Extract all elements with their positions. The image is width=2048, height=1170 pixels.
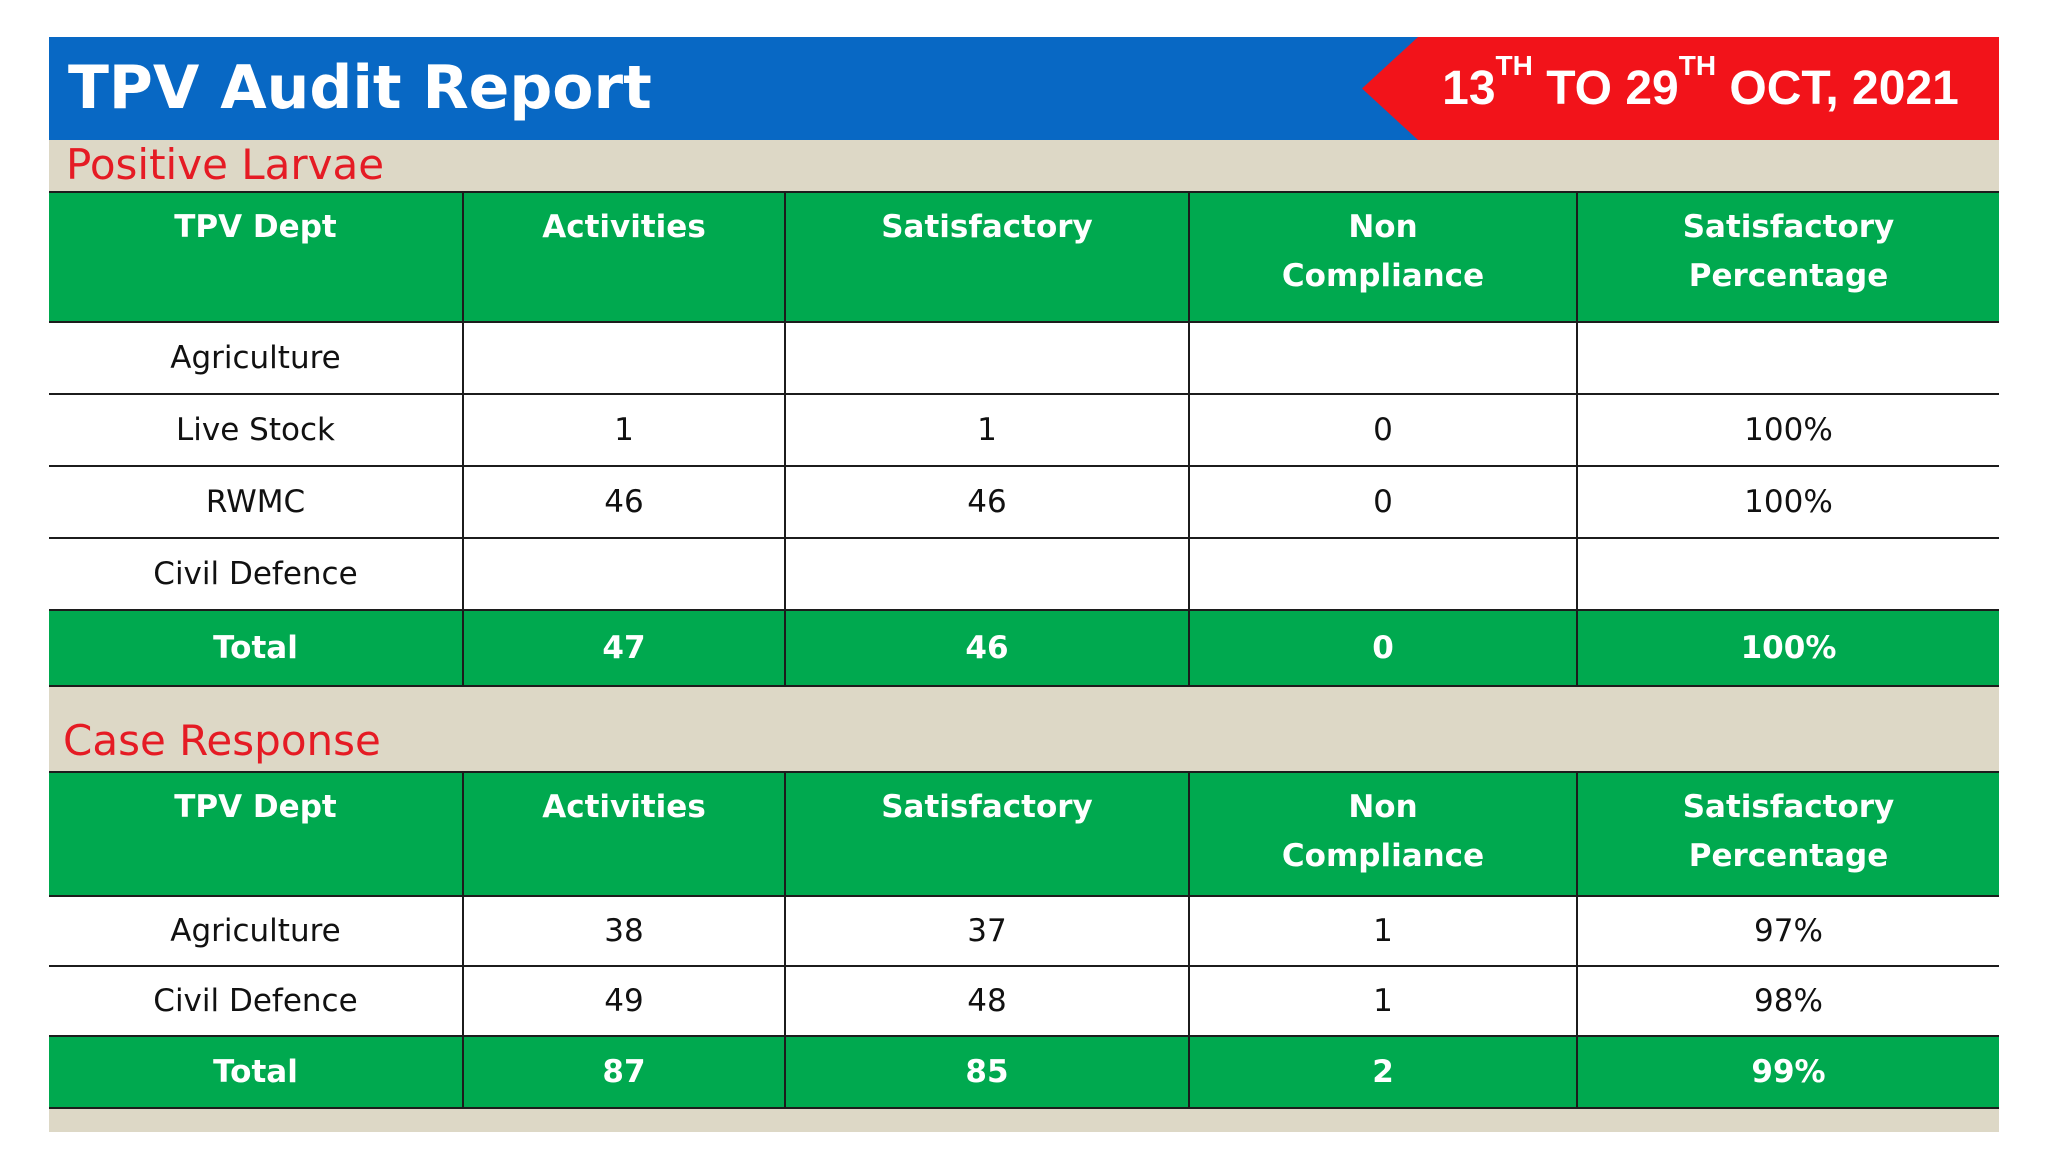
table-row: RWMC 46 46 0 100% [49, 465, 1999, 539]
column-header-activities: Activities [462, 771, 786, 897]
date-start-suffix: TH [1495, 50, 1533, 81]
case-response-table: TPV Dept Activities Satisfactory Non Com… [49, 771, 1999, 1109]
activities-cell: 1 [462, 393, 786, 467]
non-compliance-cell: 0 [1188, 465, 1578, 539]
total-satisfactory-cell: 46 [784, 609, 1190, 687]
table-header-row: TPV Dept Activities Satisfactory Non Com… [49, 191, 1999, 323]
report-title: TPV Audit Report [68, 53, 652, 123]
table-row: Agriculture 38 37 1 97% [49, 895, 1999, 967]
percentage-cell: 100% [1576, 465, 1999, 539]
percentage-cell [1576, 537, 1999, 611]
column-header-activities: Activities [462, 191, 786, 323]
total-row: Total 87 85 2 99% [49, 1035, 1999, 1109]
total-activities-cell: 47 [462, 609, 786, 687]
activities-cell: 38 [462, 895, 786, 967]
satisfactory-cell: 1 [784, 393, 1190, 467]
satisfactory-cell [784, 537, 1190, 611]
activities-cell: 46 [462, 465, 786, 539]
percentage-cell: 100% [1576, 393, 1999, 467]
dept-cell: Agriculture [49, 895, 464, 967]
non-compliance-cell [1188, 537, 1578, 611]
satisfactory-cell [784, 321, 1190, 395]
total-satisfactory-cell: 85 [784, 1035, 1190, 1109]
column-header-dept: TPV Dept [49, 771, 464, 897]
non-compliance-cell: 0 [1188, 393, 1578, 467]
column-header-satisfactory-percentage: Satisfactory Percentage [1576, 191, 1999, 323]
date-banner: 13TH TO 29TH OCT, 2021 [1362, 37, 1999, 140]
activities-cell [462, 537, 786, 611]
non-compliance-cell [1188, 321, 1578, 395]
table-header-row: TPV Dept Activities Satisfactory Non Com… [49, 771, 1999, 897]
table-row: Agriculture [49, 321, 1999, 395]
date-end-suffix: TH [1678, 50, 1717, 81]
non-compliance-cell: 1 [1188, 965, 1578, 1037]
dept-cell: Live Stock [49, 393, 464, 467]
total-non-compliance-cell: 0 [1188, 609, 1578, 687]
percentage-cell: 97% [1576, 895, 1999, 967]
column-header-satisfactory: Satisfactory [784, 191, 1190, 323]
total-activities-cell: 87 [462, 1035, 786, 1109]
column-header-non-compliance: Non Compliance [1188, 771, 1578, 897]
satisfactory-cell: 48 [784, 965, 1190, 1037]
date-middle: TO 29 [1532, 62, 1679, 115]
positive-larvae-title: Positive Larvae [66, 140, 385, 189]
table-row: Civil Defence [49, 537, 1999, 611]
satisfactory-cell: 37 [784, 895, 1190, 967]
date-range: 13TH TO 29TH OCT, 2021 [1362, 37, 1999, 140]
report-slide: TPV Audit Report 13TH TO 29TH OCT, 2021 … [49, 37, 1999, 1132]
total-row: Total 47 46 0 100% [49, 609, 1999, 687]
column-header-dept: TPV Dept [49, 191, 464, 323]
percentage-cell: 98% [1576, 965, 1999, 1037]
non-compliance-cell: 1 [1188, 895, 1578, 967]
table-row: Civil Defence 49 48 1 98% [49, 965, 1999, 1037]
total-percentage-cell: 99% [1576, 1035, 1999, 1109]
column-header-non-compliance: Non Compliance [1188, 191, 1578, 323]
total-percentage-cell: 100% [1576, 609, 1999, 687]
satisfactory-cell: 46 [784, 465, 1190, 539]
activities-cell: 49 [462, 965, 786, 1037]
positive-larvae-table: TPV Dept Activities Satisfactory Non Com… [49, 191, 1999, 687]
column-header-satisfactory: Satisfactory [784, 771, 1190, 897]
case-response-title: Case Response [63, 716, 381, 765]
dept-cell: RWMC [49, 465, 464, 539]
date-start-day: 13 [1442, 62, 1496, 115]
percentage-cell [1576, 321, 1999, 395]
total-non-compliance-cell: 2 [1188, 1035, 1578, 1109]
date-end: OCT, 2021 [1716, 62, 1959, 115]
dept-cell: Civil Defence [49, 537, 464, 611]
column-header-satisfactory-percentage: Satisfactory Percentage [1576, 771, 1999, 897]
dept-cell: Agriculture [49, 321, 464, 395]
activities-cell [462, 321, 786, 395]
dept-cell: Civil Defence [49, 965, 464, 1037]
total-label-cell: Total [49, 1035, 464, 1109]
table-row: Live Stock 1 1 0 100% [49, 393, 1999, 467]
total-label-cell: Total [49, 609, 464, 687]
